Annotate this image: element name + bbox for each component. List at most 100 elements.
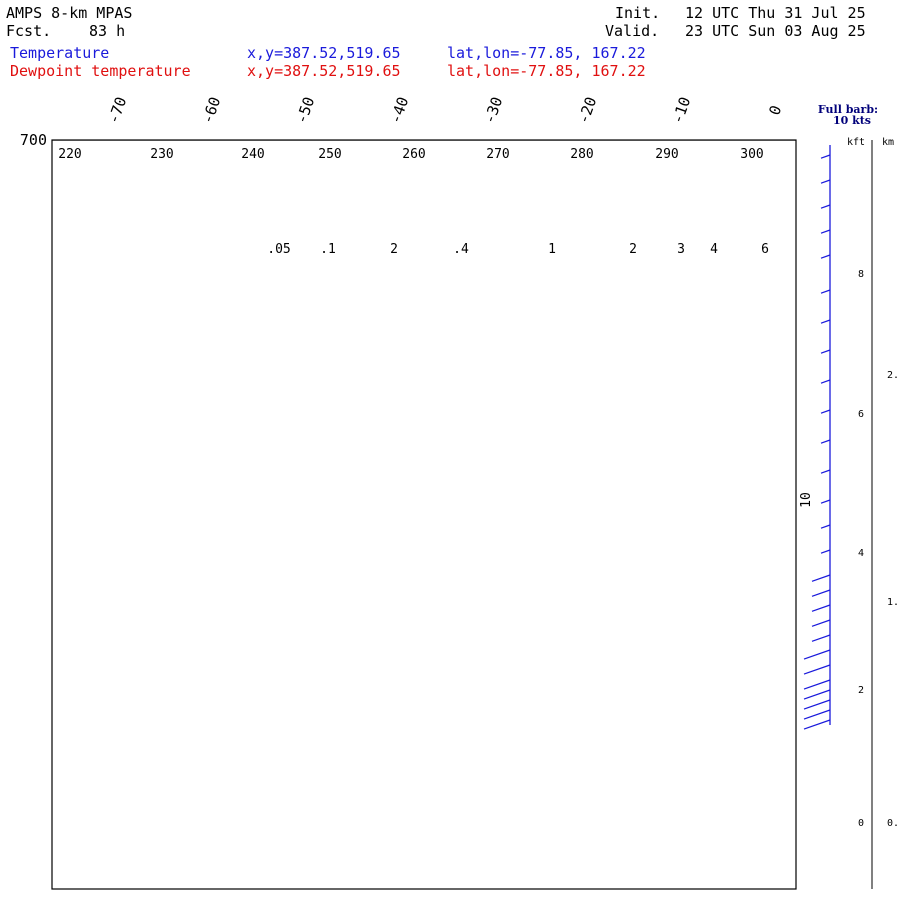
- wind-barb: [820, 499, 831, 504]
- kft-tick-label: 2: [858, 685, 864, 696]
- wind-barb: [811, 619, 831, 627]
- legend-temperature-xy: x,y=387.52,519.65: [247, 44, 401, 62]
- wind-barb: [820, 409, 831, 414]
- wind-barb-feather: [820, 229, 831, 234]
- temperature-tick-label: -70: [104, 94, 130, 126]
- wind-barb-feather: [811, 574, 831, 582]
- wind-barb: [803, 649, 831, 660]
- theta-label: 260: [402, 147, 425, 162]
- wind-barb-feather: [820, 289, 831, 294]
- legend-dewpoint-xy: x,y=387.52,519.65: [247, 62, 401, 80]
- wind-speed-label: 10: [799, 492, 814, 508]
- wind-barb: [803, 689, 831, 700]
- legend-temperature-name: Temperature: [10, 44, 110, 62]
- valid-label: Valid.: [605, 22, 660, 40]
- wind-barb-feather: [820, 549, 831, 554]
- theta-label: 240: [241, 147, 264, 162]
- kft-tick-label: 8: [858, 269, 864, 280]
- wind-barb-feather: [820, 254, 831, 259]
- wind-barb: [811, 634, 831, 642]
- legend-temperature-latlon: lat,lon=-77.85, 167.22: [447, 44, 646, 62]
- plot-frame: [51, 139, 797, 890]
- mixing-ratio-label: 1: [548, 242, 556, 257]
- wind-key-line2: 10 kts: [833, 114, 871, 127]
- init-time: 12 UTC Thu 31 Jul 25: [685, 4, 866, 22]
- kft-axis-label: kft: [847, 137, 865, 148]
- kft-tick-label: 0: [858, 818, 864, 829]
- wind-barb-feather: [811, 604, 831, 612]
- theta-label: 300: [740, 147, 763, 162]
- wind-key-line1: Full barb:: [818, 103, 878, 116]
- temperature-tick-label: -10: [668, 94, 694, 126]
- wind-barb-feather: [820, 154, 831, 159]
- wind-barb: [803, 664, 831, 675]
- wind-barb: [820, 229, 831, 234]
- mixing-ratio-label: 2: [390, 242, 398, 257]
- forecast-hour: 83 h: [89, 22, 126, 40]
- wind-barb: [803, 709, 831, 720]
- theta-label: 220: [58, 147, 81, 162]
- valid-time: 23 UTC Sun 03 Aug 25: [685, 22, 866, 40]
- temperature-tick-label: -40: [386, 94, 412, 126]
- mixing-ratio-label: .1: [320, 242, 336, 257]
- wind-barb: [820, 469, 831, 474]
- legend-dewpoint-name: Dewpoint temperature: [10, 62, 191, 80]
- wind-barb-feather: [803, 719, 831, 730]
- wind-barb-feather: [820, 179, 831, 184]
- kft-tick-label: 6: [858, 409, 864, 420]
- wind-barb-feather: [820, 319, 831, 324]
- init-label: Init.: [615, 4, 661, 22]
- theta-label: 280: [570, 147, 593, 162]
- wind-barb-feather: [820, 499, 831, 504]
- wind-barb: [820, 154, 831, 159]
- mixing-ratio-label: .05: [267, 242, 290, 257]
- wind-barb-feather: [811, 589, 831, 597]
- legend-dewpoint-latlon: lat,lon=-77.85, 167.22: [447, 62, 646, 80]
- wind-barb-feather: [820, 409, 831, 414]
- wind-barb-feather: [803, 699, 831, 710]
- temperature-tick-label: -50: [292, 94, 318, 126]
- pressure-tick-label: 700: [20, 131, 47, 149]
- theta-label: 270: [486, 147, 509, 162]
- km-tick-label: 2.: [887, 370, 899, 381]
- theta-label: 230: [150, 147, 173, 162]
- kft-tick-label: 4: [858, 548, 864, 559]
- wind-barb: [803, 699, 831, 710]
- wind-barb: [820, 254, 831, 259]
- wind-barb-feather: [811, 634, 831, 642]
- temperature-tick-label: -60: [198, 94, 224, 126]
- wind-barb: [820, 439, 831, 444]
- wind-barb-feather: [803, 664, 831, 675]
- theta-label: 250: [318, 147, 341, 162]
- km-tick-label: 1.: [887, 597, 899, 608]
- wind-barb: [820, 289, 831, 294]
- mixing-ratio-label: 3: [677, 242, 685, 257]
- km-axis-label: km: [882, 137, 894, 148]
- wind-barb-feather: [820, 379, 831, 384]
- wind-barb: [803, 679, 831, 690]
- wind-barb: [820, 349, 831, 354]
- wind-barb-feather: [820, 469, 831, 474]
- wind-barb: [803, 719, 831, 730]
- temperature-tick-label: -30: [480, 94, 506, 126]
- wind-barb: [820, 524, 831, 529]
- wind-barb: [820, 179, 831, 184]
- wind-barb: [820, 319, 831, 324]
- wind-barb: [811, 604, 831, 612]
- model-title: AMPS 8-km MPAS: [6, 4, 133, 22]
- wind-barb-feather: [820, 349, 831, 354]
- wind-barb-feather: [803, 679, 831, 690]
- km-tick-label: 0.: [887, 818, 899, 829]
- mixing-ratio-label: 6: [761, 242, 769, 257]
- wind-barb: [820, 379, 831, 384]
- wind-barb: [820, 549, 831, 554]
- wind-barb: [811, 589, 831, 597]
- theta-label: 290: [655, 147, 678, 162]
- isotherm-line: [866, 0, 900, 140]
- mixing-ratio-label: .4: [453, 242, 469, 257]
- wind-barb-feather: [820, 204, 831, 209]
- wind-barb-feather: [803, 689, 831, 700]
- mixing-ratio-label: 2: [629, 242, 637, 257]
- wind-barb-feather: [820, 524, 831, 529]
